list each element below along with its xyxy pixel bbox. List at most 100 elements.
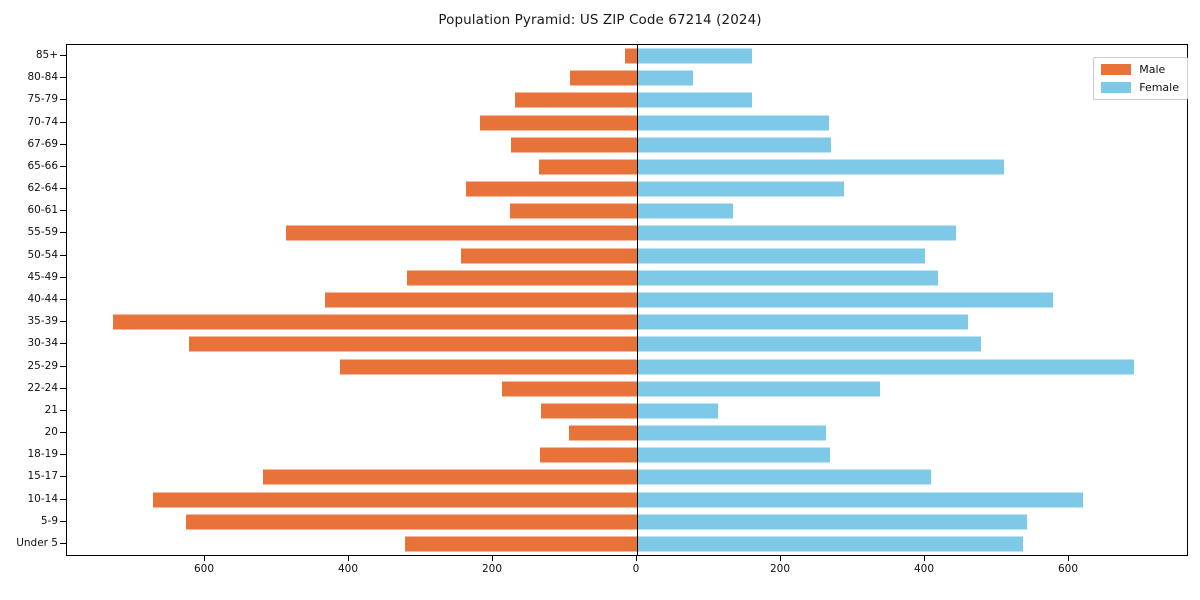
bar-female xyxy=(637,203,734,219)
y-axis-tick xyxy=(60,365,66,367)
bar-row xyxy=(67,355,1187,377)
legend-item[interactable]: Female xyxy=(1101,81,1179,94)
y-axis-tick xyxy=(60,77,66,79)
bar-row xyxy=(67,444,1187,466)
y-axis-label: 62-64 xyxy=(27,182,58,195)
legend-label: Female xyxy=(1139,81,1179,94)
bar-row xyxy=(67,533,1187,555)
y-axis-tick xyxy=(60,210,66,212)
y-axis-label: 30-34 xyxy=(27,337,58,350)
bar-row xyxy=(67,267,1187,289)
y-axis-tick xyxy=(60,454,66,456)
bar-row xyxy=(67,488,1187,510)
bar-female xyxy=(637,92,753,108)
bar-row xyxy=(67,333,1187,355)
bar-female xyxy=(637,492,1084,508)
bar-female xyxy=(637,70,694,86)
bar-male xyxy=(625,48,637,64)
bar-female xyxy=(637,336,982,352)
bar-male xyxy=(405,536,637,552)
bar-row xyxy=(67,289,1187,311)
bar-row xyxy=(67,67,1187,89)
bar-male xyxy=(186,514,637,530)
legend-swatch-icon xyxy=(1101,64,1132,75)
y-axis-tick xyxy=(60,165,66,167)
bar-row xyxy=(67,178,1187,200)
bar-male xyxy=(189,336,637,352)
x-axis-tick xyxy=(1068,556,1069,561)
bar-male xyxy=(324,292,637,308)
bar-male xyxy=(541,403,637,419)
y-axis-tick xyxy=(60,232,66,234)
bar-female xyxy=(637,447,830,463)
x-axis-tick xyxy=(780,556,781,561)
bar-row xyxy=(67,200,1187,222)
y-axis-label: 80-84 xyxy=(27,71,58,84)
y-axis-label: 15-17 xyxy=(27,470,58,483)
bar-male xyxy=(539,159,637,175)
y-axis-label: 45-49 xyxy=(27,270,58,283)
bar-female xyxy=(637,248,925,264)
x-axis-tick xyxy=(636,556,637,561)
bar-female xyxy=(637,159,1005,175)
bar-female xyxy=(637,115,829,131)
y-axis-label: 10-14 xyxy=(27,492,58,505)
legend-item[interactable]: Male xyxy=(1101,63,1179,76)
chart-title: Population Pyramid: US ZIP Code 67214 (2… xyxy=(438,12,762,28)
bar-row xyxy=(67,112,1187,134)
y-axis-label: 40-44 xyxy=(27,293,58,305)
bar-male xyxy=(153,492,637,508)
bar-male xyxy=(569,425,637,441)
bar-male xyxy=(262,469,637,485)
y-axis-tick xyxy=(60,188,66,190)
bar-female xyxy=(637,292,1054,308)
y-axis-label: 20 xyxy=(44,426,58,439)
y-axis-tick xyxy=(60,432,66,434)
y-axis-tick xyxy=(60,254,66,256)
y-axis-label: 25-29 xyxy=(27,359,58,372)
x-axis-label: 400 xyxy=(337,563,359,575)
bar-row xyxy=(67,134,1187,156)
bar-male xyxy=(460,248,637,264)
x-axis-label: 0 xyxy=(632,563,640,575)
bar-row xyxy=(67,422,1187,444)
y-axis-tick xyxy=(60,99,66,101)
y-axis-tick xyxy=(60,498,66,500)
bar-female xyxy=(637,48,753,64)
x-axis-tick xyxy=(492,556,493,561)
y-axis-label: 70-74 xyxy=(27,115,58,128)
bar-female xyxy=(637,381,880,397)
y-axis-label: 75-79 xyxy=(27,93,58,106)
y-axis-tick xyxy=(60,321,66,323)
y-axis-label: 67-69 xyxy=(27,137,58,150)
bar-male xyxy=(480,115,637,131)
bar-female xyxy=(637,359,1134,374)
bar-row xyxy=(67,222,1187,244)
y-axis-tick xyxy=(60,542,66,544)
bar-row xyxy=(67,89,1187,111)
y-axis-label: 65-66 xyxy=(27,159,58,172)
x-axis-tick xyxy=(204,556,205,561)
plot-area xyxy=(66,44,1188,556)
zero-axis-line xyxy=(637,45,639,555)
bar-row xyxy=(67,45,1187,67)
plot-inner xyxy=(67,45,1187,555)
bar-row xyxy=(67,311,1187,333)
bar-row xyxy=(67,400,1187,422)
chart-legend: Male Female xyxy=(1093,57,1188,100)
bar-male xyxy=(570,70,637,86)
bar-male xyxy=(406,270,637,286)
y-axis-label: 5-9 xyxy=(40,514,58,527)
bar-male xyxy=(112,314,637,330)
x-axis-label: 200 xyxy=(481,563,503,575)
bar-female xyxy=(637,469,931,485)
bar-female xyxy=(637,181,845,197)
bar-male xyxy=(515,92,637,108)
bar-male xyxy=(501,381,637,397)
x-axis-tick xyxy=(924,556,925,561)
bar-row xyxy=(67,245,1187,267)
bar-female xyxy=(637,137,831,153)
bar-female xyxy=(637,425,826,441)
y-axis-tick xyxy=(60,387,66,389)
